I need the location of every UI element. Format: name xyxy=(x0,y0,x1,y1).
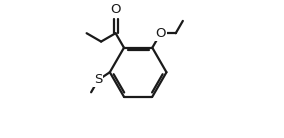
Text: S: S xyxy=(94,73,103,87)
Text: O: O xyxy=(155,27,166,40)
Text: O: O xyxy=(110,3,121,16)
